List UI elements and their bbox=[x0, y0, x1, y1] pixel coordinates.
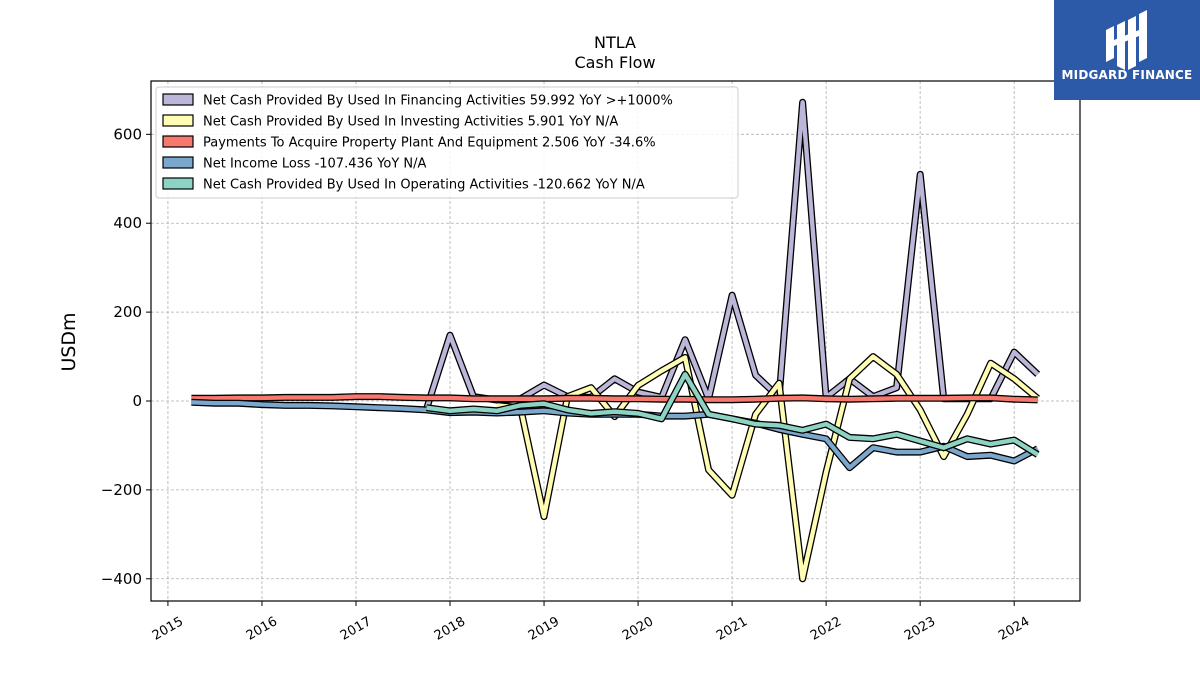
legend-box bbox=[155, 86, 739, 199]
plot-frame bbox=[150, 80, 1081, 602]
y-tick-label: 400 bbox=[113, 214, 142, 232]
legend: Net Cash Provided By Used In Financing A… bbox=[155, 86, 739, 199]
x-tick-label: 2021 bbox=[714, 614, 750, 644]
legend-swatch-capex bbox=[162, 135, 194, 148]
x-tick-label: 2015 bbox=[150, 614, 186, 644]
midgard-logo-icon bbox=[1054, 0, 1200, 100]
y-tick-label: 200 bbox=[113, 303, 142, 321]
x-tick-label: 2023 bbox=[902, 614, 938, 644]
y-tick-label: 600 bbox=[113, 125, 142, 143]
x-tick-label: 2020 bbox=[620, 614, 656, 644]
y-tick-label: 0 bbox=[132, 392, 142, 410]
legend-label-operating: Net Cash Provided By Used In Operating A… bbox=[203, 178, 645, 193]
logo-background bbox=[1054, 0, 1200, 100]
x-tick-label: 2022 bbox=[808, 614, 844, 644]
series-lines bbox=[191, 98, 1041, 583]
chart-title: NTLA bbox=[594, 33, 636, 52]
legend-swatch-net-income bbox=[162, 156, 194, 169]
x-tick-label: 2016 bbox=[244, 614, 280, 644]
axes: −400 −200 0 200 400 600 2015 2016 2017 2018 2019 20… bbox=[101, 125, 1032, 643]
x-tick-label: 2019 bbox=[526, 614, 562, 644]
legend-label-investing: Net Cash Provided By Used In Investing A… bbox=[203, 115, 618, 130]
x-tick-label: 2018 bbox=[432, 614, 468, 644]
series-line-4 bbox=[426, 372, 1039, 457]
logo-mark bbox=[1106, 10, 1147, 70]
y-tick-label: −400 bbox=[101, 570, 142, 588]
legend-label-net-income: Net Income Loss -107.436 YoY N/A bbox=[203, 157, 426, 172]
x-tick-label: 2024 bbox=[996, 614, 1032, 644]
series-line-0 bbox=[424, 100, 1040, 410]
chart-subtitle: Cash Flow bbox=[574, 53, 655, 72]
legend-label-capex: Payments To Acquire Property Plant And E… bbox=[203, 136, 656, 151]
brand-logo: MIDGARD FINANCE bbox=[1054, 0, 1200, 100]
legend-swatch-operating bbox=[162, 177, 194, 190]
legend-swatch-investing bbox=[162, 114, 194, 127]
series-line-2 bbox=[191, 394, 1038, 403]
y-axis-label: USDm bbox=[58, 312, 80, 371]
legend-swatch-financing bbox=[162, 93, 194, 106]
y-tick-label: −200 bbox=[101, 481, 142, 499]
brand-name: MIDGARD FINANCE bbox=[1061, 68, 1193, 82]
x-tick-label: 2017 bbox=[338, 614, 374, 644]
legend-label-financing: Net Cash Provided By Used In Financing A… bbox=[203, 94, 673, 109]
